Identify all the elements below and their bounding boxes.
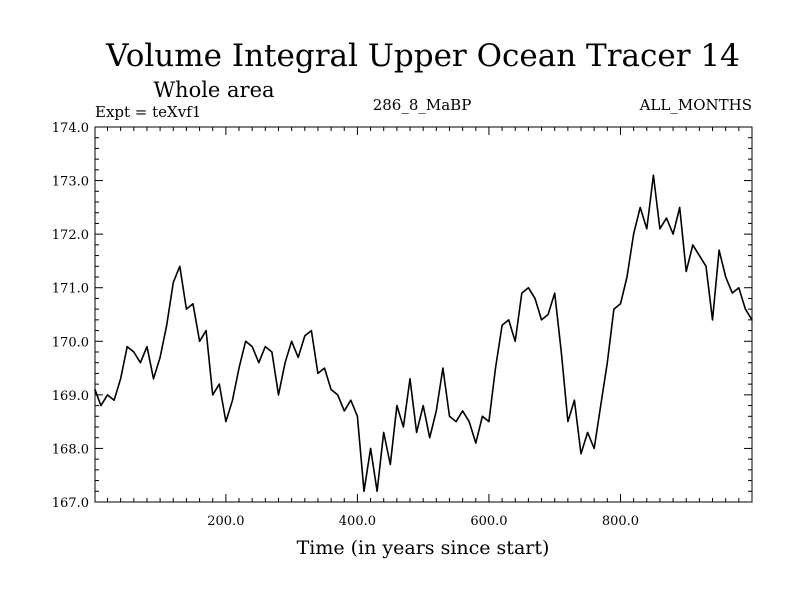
- y-tick-label: 172.0: [52, 228, 89, 243]
- x-tick-label: 400.0: [339, 514, 376, 529]
- x-tick-label: 600.0: [470, 514, 507, 529]
- x-axis-label: Time (in years since start): [297, 537, 550, 559]
- series-layer: [94, 174, 753, 493]
- chart-subtitle: Whole area: [153, 78, 274, 102]
- y-tick-label: 168.0: [52, 442, 89, 457]
- y-tick-label: 173.0: [52, 175, 89, 190]
- y-tick-label: 174.0: [52, 121, 89, 136]
- y-tick-label: 171.0: [52, 282, 89, 297]
- x-tick-label: 200.0: [207, 514, 244, 529]
- series-line-0: [94, 174, 753, 493]
- chart-title: Volume Integral Upper Ocean Tracer 14: [105, 38, 740, 74]
- y-tick-label: 169.0: [52, 389, 89, 404]
- axis-ticks: [95, 126, 752, 503]
- x-tick-label: 800.0: [602, 514, 639, 529]
- experiment-label: Expt = teXvf1: [95, 103, 201, 121]
- axis-tick-labels: 200.0 400.0 600.0 800.0 167.0 168.0 169.0 170.0…: [52, 121, 639, 529]
- run-label: 286_8_MaBP: [373, 96, 472, 114]
- plot-frame: [94, 126, 753, 503]
- y-tick-label: 167.0: [52, 496, 89, 511]
- months-label: ALL_MONTHS: [639, 96, 752, 114]
- y-tick-label: 170.0: [52, 335, 89, 350]
